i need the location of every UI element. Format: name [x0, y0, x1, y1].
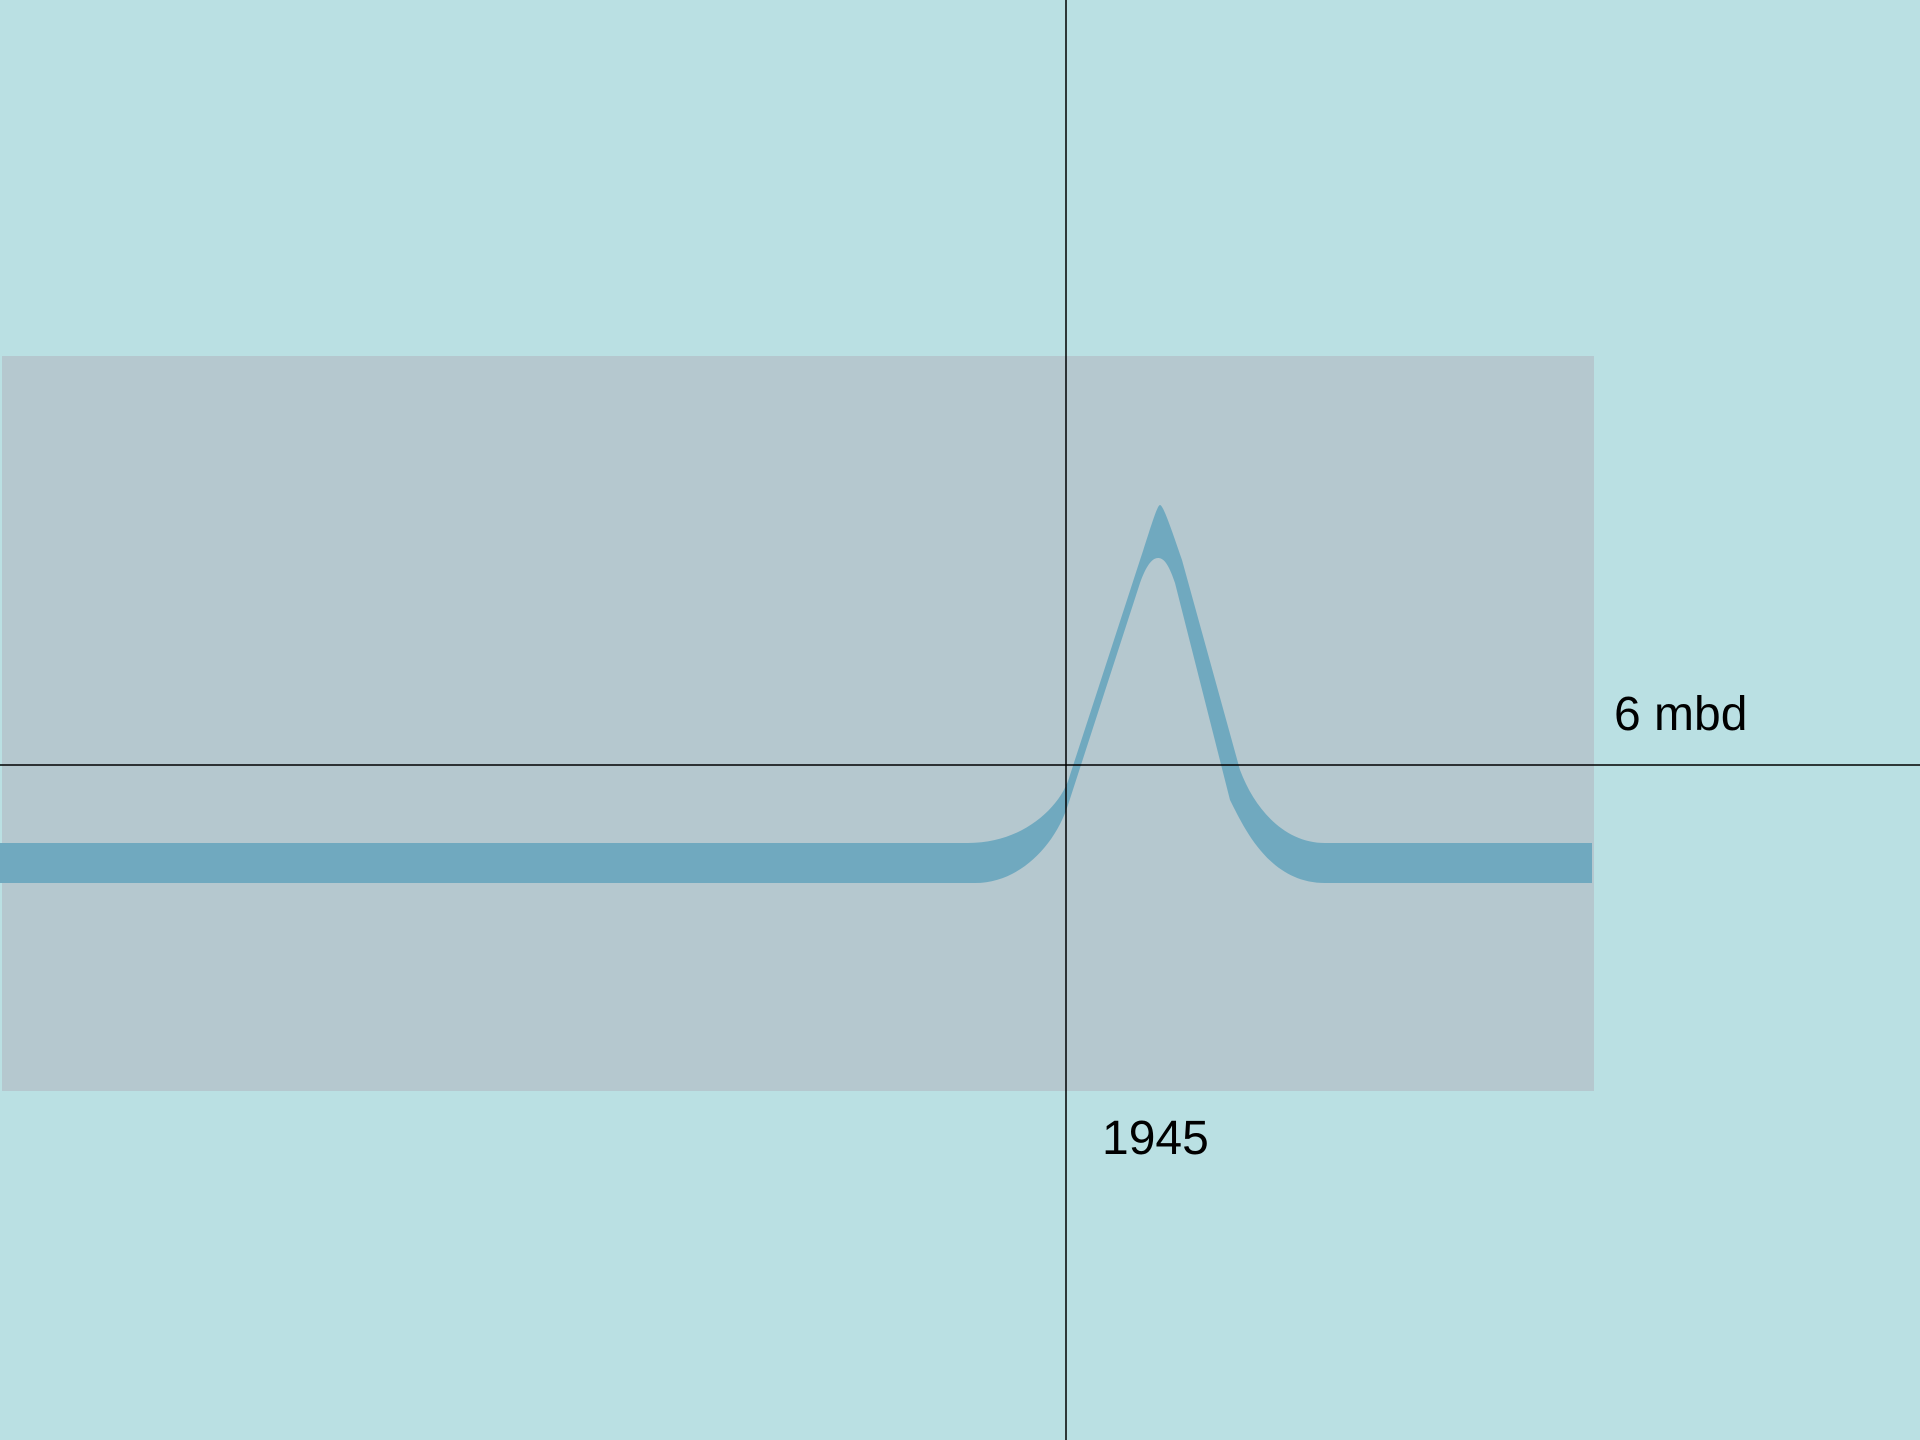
flow-band: [0, 505, 1592, 883]
level-label: 6 mbd: [1614, 688, 1747, 741]
year-label: 1945: [1102, 1112, 1209, 1165]
highlight-panel: [2, 356, 1594, 1091]
